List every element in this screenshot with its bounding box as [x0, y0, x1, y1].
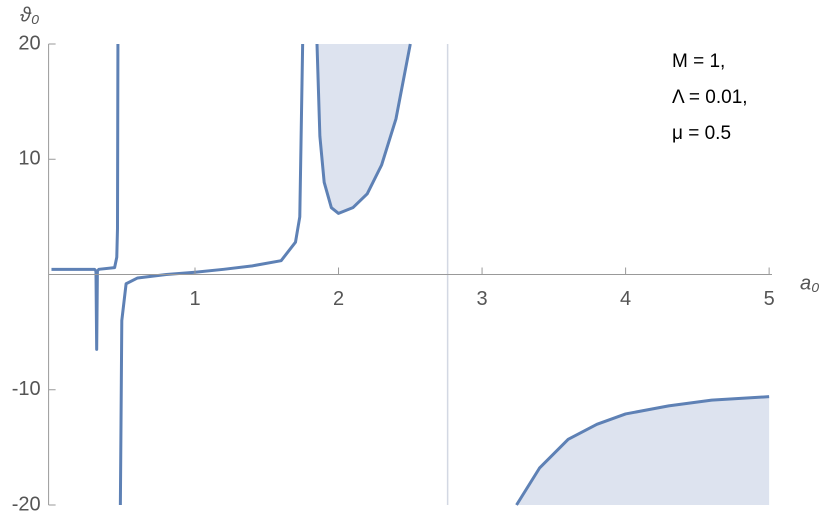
x-tick-label: 4 — [620, 288, 631, 310]
shaded-region — [317, 44, 411, 214]
x-axis-label: a₀ — [800, 272, 820, 294]
y-axis-label: ϑ₀ — [20, 4, 39, 26]
y-tick-label: -10 — [12, 378, 41, 400]
annotation: μ = 0.5 — [672, 123, 731, 144]
x-tick-label: 1 — [189, 288, 200, 310]
curve — [118, 43, 305, 506]
y-tick-label: 10 — [18, 148, 40, 170]
y-tick-label: 20 — [18, 32, 40, 54]
curve — [51, 43, 120, 351]
shaded-region — [516, 396, 770, 505]
x-tick-label: 3 — [477, 288, 488, 310]
x-tick-label: 2 — [333, 288, 344, 310]
curve — [315, 43, 412, 215]
curve — [515, 395, 770, 506]
y-tick-label: -20 — [12, 493, 41, 515]
annotation: Λ = 0.01, — [672, 87, 748, 108]
x-tick-label: 5 — [764, 288, 775, 310]
annotation: M = 1, — [672, 51, 725, 72]
